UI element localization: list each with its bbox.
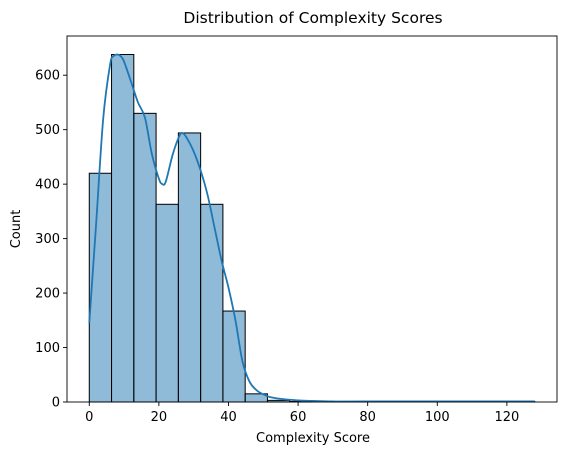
x-tick-label: 80 — [359, 410, 376, 425]
y-tick-label: 100 — [35, 341, 60, 356]
chart-title: Distribution of Complexity Scores — [183, 9, 442, 27]
kde-curve — [88, 53, 535, 403]
x-tick-label: 0 — [85, 410, 93, 425]
histogram-bar — [155, 203, 179, 403]
x-tick-label: 120 — [494, 410, 519, 425]
y-axis-label: Count — [9, 210, 24, 249]
y-tick-label: 400 — [35, 178, 60, 193]
histogram-bars — [88, 54, 536, 403]
x-axis-ticks: 0 20 40 60 80 100 120 — [85, 402, 519, 425]
x-tick-label: 100 — [425, 410, 450, 425]
y-tick-label: 500 — [35, 123, 60, 138]
y-tick-label: 200 — [35, 287, 60, 302]
y-tick-label: 0 — [52, 396, 60, 411]
y-tick-label: 600 — [35, 69, 60, 84]
y-tick-label: 300 — [35, 232, 60, 247]
histogram-bar — [111, 54, 135, 403]
x-tick-label: 20 — [151, 410, 168, 425]
y-axis-ticks: 0 100 200 300 400 500 600 — [35, 69, 67, 411]
x-tick-label: 60 — [290, 410, 307, 425]
histogram-bar — [200, 203, 224, 403]
x-axis-label: Complexity Score — [256, 431, 370, 446]
plot-frame — [66, 35, 558, 403]
x-tick-label: 40 — [220, 410, 237, 425]
histogram-bar — [177, 132, 202, 403]
